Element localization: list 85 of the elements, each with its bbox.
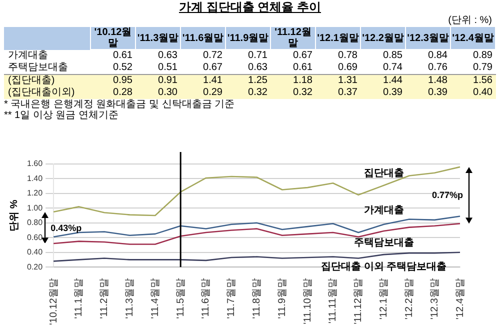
data-label: 0.91 (136, 74, 180, 87)
data-label: 1.25 (226, 74, 270, 87)
x-tick-label: '10.12월말 (90, 26, 136, 50)
data-label: 0.51 (136, 62, 180, 74)
y-tick-label: (집단대출) (4, 74, 90, 87)
y-tick-label: 0.60 (26, 232, 44, 242)
x-tick-label: '12.4월말 (454, 278, 466, 320)
data-label: 0.71 (226, 50, 270, 62)
text: * 국내은행 은행계정 원화대출금 및 신탁대출금 기준 (3, 99, 236, 110)
annotation: 0.43%p (50, 222, 82, 234)
x-tick-label: '11.8월말 (252, 278, 263, 319)
y-tick-label: (집단대출이외) (4, 87, 90, 99)
data-label: 1.44 (360, 74, 406, 87)
data-label: 0.67 (270, 50, 316, 62)
x-tick-label: '12.2월말 (360, 26, 406, 50)
data-label: 0.52 (90, 62, 136, 74)
annotation: 0.77%p (432, 189, 463, 202)
data-label: 0.79 (450, 62, 496, 74)
data-label: 0.85 (360, 50, 406, 62)
data-label: 0.39 (406, 87, 450, 99)
data-label: 1.18 (270, 74, 316, 87)
data-label: 0.76 (406, 62, 450, 74)
data-label: 0.63 (226, 62, 270, 74)
x-tick-label: '10.12월말 (48, 278, 60, 326)
series-label: 가계대출 (364, 205, 404, 216)
data-label: 0.61 (270, 62, 316, 74)
x-tick-label: '11.7월말 (226, 278, 238, 319)
data-label: 0.61 (90, 50, 136, 62)
x-tick-label: '11.12월말 (353, 278, 364, 324)
data-label: 0.40 (450, 87, 496, 99)
x-tick-label: '11.10월말 (302, 278, 314, 324)
data-label: 0.69 (316, 62, 360, 74)
data-label: 0.28 (90, 87, 136, 99)
x-tick-label: '11.4월말 (150, 278, 161, 319)
x-tick-label: '12.3월말 (406, 26, 450, 50)
data-label: 1.56 (450, 74, 496, 87)
data-label: 0.29 (180, 87, 226, 99)
y-tick-label: 0.80 (26, 218, 44, 228)
y-tick-label: 1.20 (26, 188, 44, 198)
series-label: 주택담보대출 (354, 238, 414, 249)
data-label: 0.32 (270, 87, 316, 99)
chart-subtitle: (단위 : %) (447, 15, 493, 26)
x-tick-label: '12.1월말 (378, 278, 390, 320)
data-label: 0.39 (360, 87, 406, 99)
x-tick-label: '11.1월말 (74, 278, 85, 319)
x-tick-label: '12.1월말 (316, 26, 360, 50)
x-tick-label: '11.2월말 (99, 278, 110, 319)
data-label: 0.78 (316, 50, 360, 62)
series-label: 집단대출 이외 주택담보대출 (321, 261, 447, 272)
data-label: 1.31 (316, 74, 360, 87)
chart-title: 가계 집단대출 연체율 추이 (178, 0, 322, 15)
x-tick-label: '11.9월말 (276, 278, 288, 319)
x-tick-label: '12.3월말 (429, 278, 440, 320)
data-label: 0.37 (316, 87, 360, 99)
x-tick-label: '11.9월말 (226, 26, 270, 50)
data-label: 1.48 (406, 74, 450, 87)
series-label: 집단대출 (364, 168, 404, 180)
data-label: 0.84 (406, 50, 450, 62)
text: ** 1일 이상 원금 연체기준 (3, 110, 120, 121)
y-axis-title: 단위 % (8, 200, 20, 232)
x-tick-label: '11.12월말 (270, 26, 316, 50)
data-label: 0.89 (450, 50, 496, 62)
x-tick-label: '11.5월말 (175, 278, 186, 319)
x-tick-label: '12.2월말 (404, 278, 415, 320)
data-label: 1.41 (180, 74, 226, 87)
x-tick-label: '11.6월말 (180, 26, 226, 50)
data-label: 0.67 (180, 62, 226, 74)
data-label: 0.95 (90, 74, 136, 87)
y-tick-label: 가계대출 (4, 50, 90, 62)
x-tick-label: '11.11월말 (328, 278, 339, 324)
x-tick-label: '11.3월말 (136, 26, 180, 50)
y-tick-label: 0.40 (26, 248, 44, 257)
x-tick-label: '12.4월말 (450, 26, 496, 50)
x-tick-label: '11.6월말 (200, 278, 212, 319)
y-tick-label: 주택담보대출 (4, 62, 90, 74)
data-label: 0.30 (136, 87, 180, 99)
data-label: 0.32 (226, 87, 270, 99)
x-tick-label: '11.3월말 (124, 278, 136, 319)
y-tick-label: 1.40 (26, 174, 44, 183)
data-label: 0.74 (360, 62, 406, 74)
y-tick-label: 1.60 (26, 159, 44, 168)
data-label: 0.63 (136, 50, 180, 62)
data-label: 0.72 (180, 50, 226, 62)
y-tick-label: 0.20 (26, 262, 44, 272)
y-tick-label: 1.00 (26, 203, 44, 212)
